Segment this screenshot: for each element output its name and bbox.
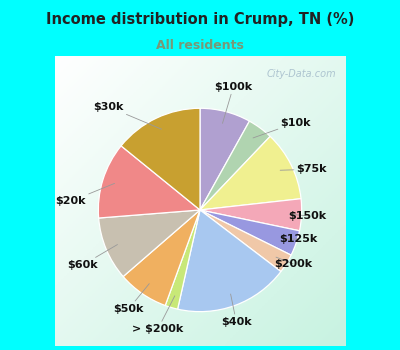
Text: $200k: $200k [274,257,312,269]
Wedge shape [98,146,200,218]
Text: All residents: All residents [156,39,244,52]
Text: $50k: $50k [114,284,149,314]
Text: $125k: $125k [280,234,318,244]
Text: > $200k: > $200k [132,296,184,334]
Wedge shape [200,210,300,255]
Text: City-Data.com: City-Data.com [267,69,336,79]
Text: $40k: $40k [221,294,252,327]
Wedge shape [200,199,302,231]
Text: $10k: $10k [253,118,311,138]
Text: $20k: $20k [56,183,114,206]
Wedge shape [99,210,200,276]
Wedge shape [178,210,281,312]
Wedge shape [200,121,270,210]
Text: Income distribution in Crump, TN (%): Income distribution in Crump, TN (%) [46,12,354,27]
Text: $60k: $60k [67,245,118,270]
Text: $150k: $150k [288,211,326,221]
Wedge shape [165,210,200,309]
Wedge shape [200,210,291,272]
Text: $30k: $30k [93,102,162,129]
Wedge shape [123,210,200,306]
Wedge shape [200,108,250,210]
Wedge shape [200,136,301,210]
Wedge shape [121,108,200,210]
Text: $100k: $100k [214,82,252,123]
Text: $75k: $75k [280,164,327,174]
